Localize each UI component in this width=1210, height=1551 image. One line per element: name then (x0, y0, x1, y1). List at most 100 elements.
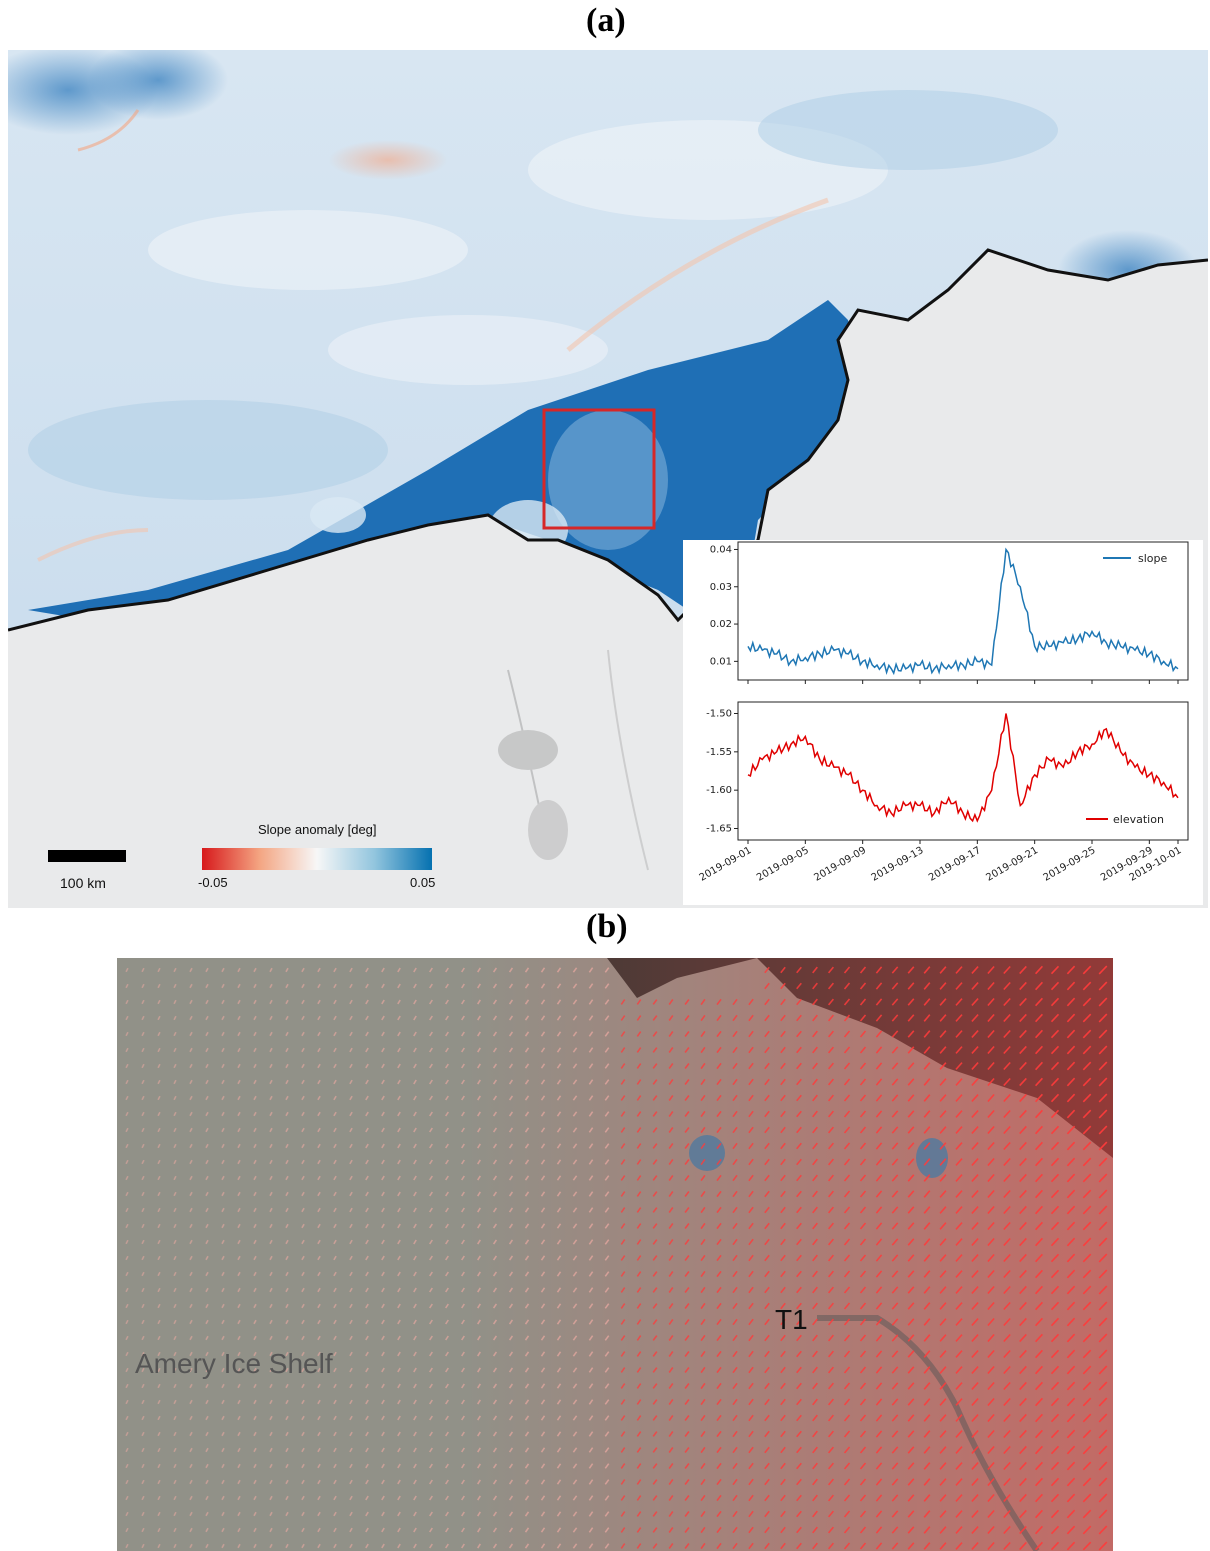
velocity-vector (764, 1318, 770, 1326)
velocity-vector (1066, 1413, 1076, 1423)
velocity-vector (604, 1079, 610, 1085)
velocity-vector (716, 1382, 722, 1390)
velocity-vector (780, 1398, 786, 1406)
velocity-vector (125, 1463, 129, 1469)
velocity-vector (141, 1351, 145, 1357)
velocity-vector (125, 1095, 129, 1101)
velocity-vector (317, 1047, 321, 1053)
velocity-vector (636, 1399, 642, 1405)
velocity-vector (125, 1127, 129, 1133)
velocity-vector (189, 1351, 193, 1357)
velocity-vector (891, 1350, 899, 1358)
velocity-vector (780, 1030, 786, 1038)
velocity-vector (1019, 1285, 1027, 1295)
velocity-vector (987, 997, 995, 1007)
velocity-vector (285, 1095, 289, 1101)
velocity-vector (572, 1159, 578, 1165)
velocity-vector (636, 1415, 642, 1421)
velocity-vector (700, 1078, 706, 1086)
velocity-vector (780, 1206, 786, 1214)
velocity-vector (939, 1462, 947, 1470)
velocity-vector (987, 965, 995, 975)
velocity-vector (812, 1446, 818, 1454)
velocity-vector (141, 1015, 145, 1021)
velocity-vector (700, 1302, 706, 1310)
velocity-vector (317, 1015, 321, 1021)
velocity-vector (317, 1447, 321, 1453)
velocity-vector (732, 1526, 738, 1534)
velocity-vector (620, 1143, 626, 1149)
velocity-vector (189, 1191, 193, 1197)
velocity-vector (1082, 1477, 1092, 1487)
velocity-vector (843, 1206, 851, 1214)
velocity-vector (604, 1271, 610, 1277)
velocity-vector (668, 1239, 674, 1245)
velocity-vector (349, 1079, 353, 1085)
velocity-vector (301, 1111, 305, 1117)
velocity-vector (477, 1111, 481, 1117)
velocity-vector (125, 1479, 129, 1485)
velocity-vector (1066, 1173, 1076, 1183)
velocity-vector (827, 1270, 835, 1278)
velocity-vector (859, 1126, 867, 1134)
velocity-vector (875, 1478, 883, 1486)
velocity-vector (732, 1062, 738, 1070)
velocity-vector (397, 1335, 401, 1341)
velocity-vector (636, 1031, 642, 1037)
velocity-vector (540, 1447, 546, 1453)
velocity-vector (971, 1462, 979, 1470)
panel-label-a: (a) (586, 2, 626, 39)
velocity-vector (524, 1543, 530, 1549)
velocity-vector (492, 1495, 498, 1501)
velocity-vector (1050, 1029, 1060, 1039)
velocity-vector (540, 1063, 546, 1069)
velocity-vector (524, 1447, 530, 1453)
velocity-vector (843, 1542, 851, 1550)
velocity-vector (173, 1351, 177, 1357)
velocity-vector (301, 1335, 305, 1341)
velocity-vector (732, 1030, 738, 1038)
velocity-vector (939, 998, 947, 1006)
velocity-vector (1035, 1317, 1043, 1327)
velocity-vector (141, 1495, 145, 1501)
velocity-vector (1098, 1285, 1108, 1295)
velocity-vector (780, 1430, 786, 1438)
velocity-vector (461, 1479, 465, 1485)
velocity-vector (700, 1030, 706, 1038)
velocity-vector (796, 1446, 802, 1454)
velocity-vector (668, 1319, 674, 1325)
velocity-vector (492, 1463, 498, 1469)
velocity-vector (732, 1046, 738, 1054)
velocity-vector (461, 1431, 465, 1437)
velocity-vector (780, 982, 786, 990)
velocity-vector (971, 1382, 979, 1390)
velocity-vector (556, 1047, 562, 1053)
velocity-vector (317, 1527, 321, 1533)
velocity-vector (684, 1015, 690, 1021)
velocity-vector (875, 1030, 883, 1038)
velocity-vector (556, 1143, 562, 1149)
velocity-vector (285, 1015, 289, 1021)
velocity-vector (269, 1511, 273, 1517)
velocity-vector (620, 1543, 626, 1549)
velocity-vector (732, 1398, 738, 1406)
velocity-vector (253, 1287, 257, 1293)
velocity-vector (668, 1207, 674, 1213)
velocity-vector (620, 1495, 626, 1501)
velocity-vector (413, 1255, 417, 1261)
velocity-vector (317, 1383, 321, 1389)
velocity-vector (1019, 1493, 1027, 1503)
velocity-vector (1003, 1301, 1011, 1311)
velocity-vector (827, 1030, 835, 1038)
velocity-vector (939, 1318, 947, 1326)
velocity-vector (923, 1286, 931, 1294)
velocity-vector (843, 1270, 851, 1278)
velocity-vector (1066, 1045, 1076, 1055)
velocity-vector (827, 1414, 835, 1422)
velocity-vector (859, 1302, 867, 1310)
velocity-vector (477, 1271, 481, 1277)
velocity-vector (827, 1238, 835, 1246)
velocity-vector (157, 999, 161, 1005)
velocity-vector (157, 1207, 161, 1213)
velocity-vector (237, 1207, 241, 1213)
